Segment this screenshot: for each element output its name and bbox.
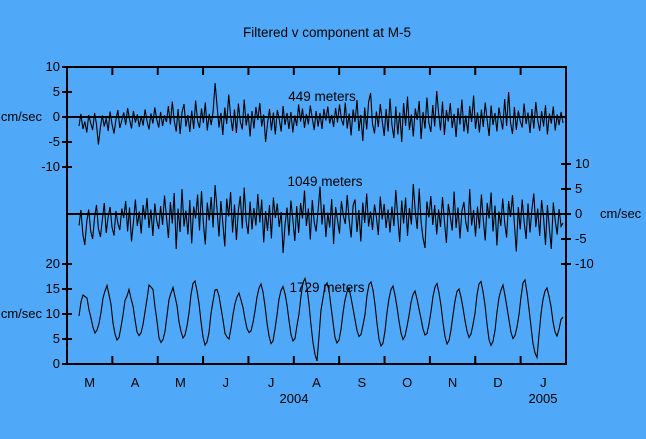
- y-tick-label-left: 10: [46, 306, 60, 321]
- y-tick-label-right: 5: [575, 181, 582, 196]
- y-axis-unit-449m: cm/sec: [1, 109, 43, 124]
- y-tick-label-right: -10: [575, 256, 594, 271]
- trace-1049m: [78, 183, 564, 254]
- y-axis-unit-1049m: cm/sec: [600, 206, 642, 221]
- month-label: M: [84, 375, 95, 390]
- depth-label-449m: 449 meters: [288, 89, 356, 104]
- trace-1729m: [78, 276, 564, 362]
- chart-geometry: M A M J J A S O N D J 10 5 0 -5 -10 10 5 0 -5 -10 20 15 10 5 0: [41, 59, 594, 390]
- month-label: J: [268, 375, 275, 390]
- month-label: D: [493, 375, 502, 390]
- depth-label-1729m: 1729 meters: [289, 280, 364, 295]
- depth-label-1049m: 1049 meters: [287, 174, 362, 189]
- month-label: J: [223, 375, 230, 390]
- month-label: M: [175, 375, 186, 390]
- y-tick-label-right: -5: [575, 231, 587, 246]
- y-tick-label-right: 0: [575, 206, 582, 221]
- y-tick-label-left: 5: [53, 331, 60, 346]
- year-label-2005: 2005: [529, 391, 558, 406]
- month-label: J: [540, 375, 547, 390]
- chart-title: Filtered v component at M-5: [243, 25, 411, 40]
- month-label: N: [448, 375, 457, 390]
- y-tick-label-left: 10: [46, 59, 60, 74]
- trace-449m: [78, 82, 564, 145]
- month-label: S: [358, 375, 367, 390]
- y-axis-unit-1729m: cm/sec: [1, 306, 43, 321]
- y-tick-label-left: 0: [53, 109, 60, 124]
- y-tick-label-right: 10: [575, 156, 589, 171]
- y-tick-label-left: 5: [53, 84, 60, 99]
- y-tick-label-left: 15: [46, 281, 60, 296]
- plot-frame: [66, 66, 567, 365]
- y-tick-label-left: -10: [41, 159, 60, 174]
- month-label: A: [131, 375, 140, 390]
- month-label: A: [312, 375, 321, 390]
- y-tick-label-left: 0: [53, 356, 60, 371]
- month-label: O: [402, 375, 412, 390]
- y-tick-label-left: 20: [46, 256, 60, 271]
- y-tick-label-left: -5: [48, 134, 60, 149]
- year-label-2004: 2004: [280, 391, 309, 406]
